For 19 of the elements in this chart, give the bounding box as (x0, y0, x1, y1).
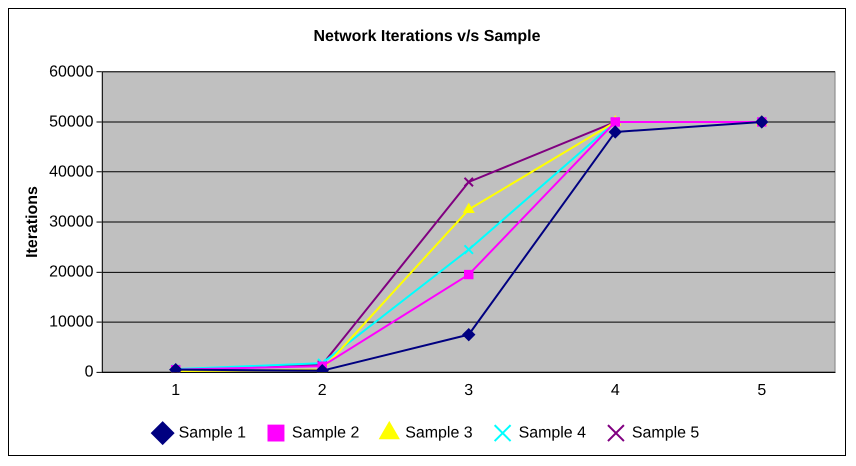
legend-label: Sample 4 (518, 424, 586, 442)
y-tick-label: 50000 (49, 113, 94, 130)
x-tick-label: 3 (464, 382, 474, 400)
y-tick-label: 0 (84, 364, 94, 381)
chart-title: Network Iterations v/s Sample (314, 28, 541, 45)
legend-label: Sample 2 (292, 424, 360, 442)
x-tick-label: 1 (171, 382, 180, 400)
y-axis-title: Iterations (24, 186, 41, 258)
x-tick-label: 4 (610, 382, 620, 400)
legend-label: Sample 3 (405, 424, 473, 442)
y-tick-label: 40000 (49, 163, 94, 180)
y-tick-label: 30000 (49, 213, 94, 230)
legend-label: Sample 1 (178, 424, 246, 442)
y-tick-label: 60000 (49, 63, 94, 80)
y-tick-label: 10000 (49, 314, 94, 331)
legend-label: Sample 5 (632, 424, 700, 442)
y-tick-label: 20000 (49, 263, 94, 280)
x-tick-label: 2 (318, 382, 327, 400)
x-tick-label: 5 (757, 382, 766, 400)
